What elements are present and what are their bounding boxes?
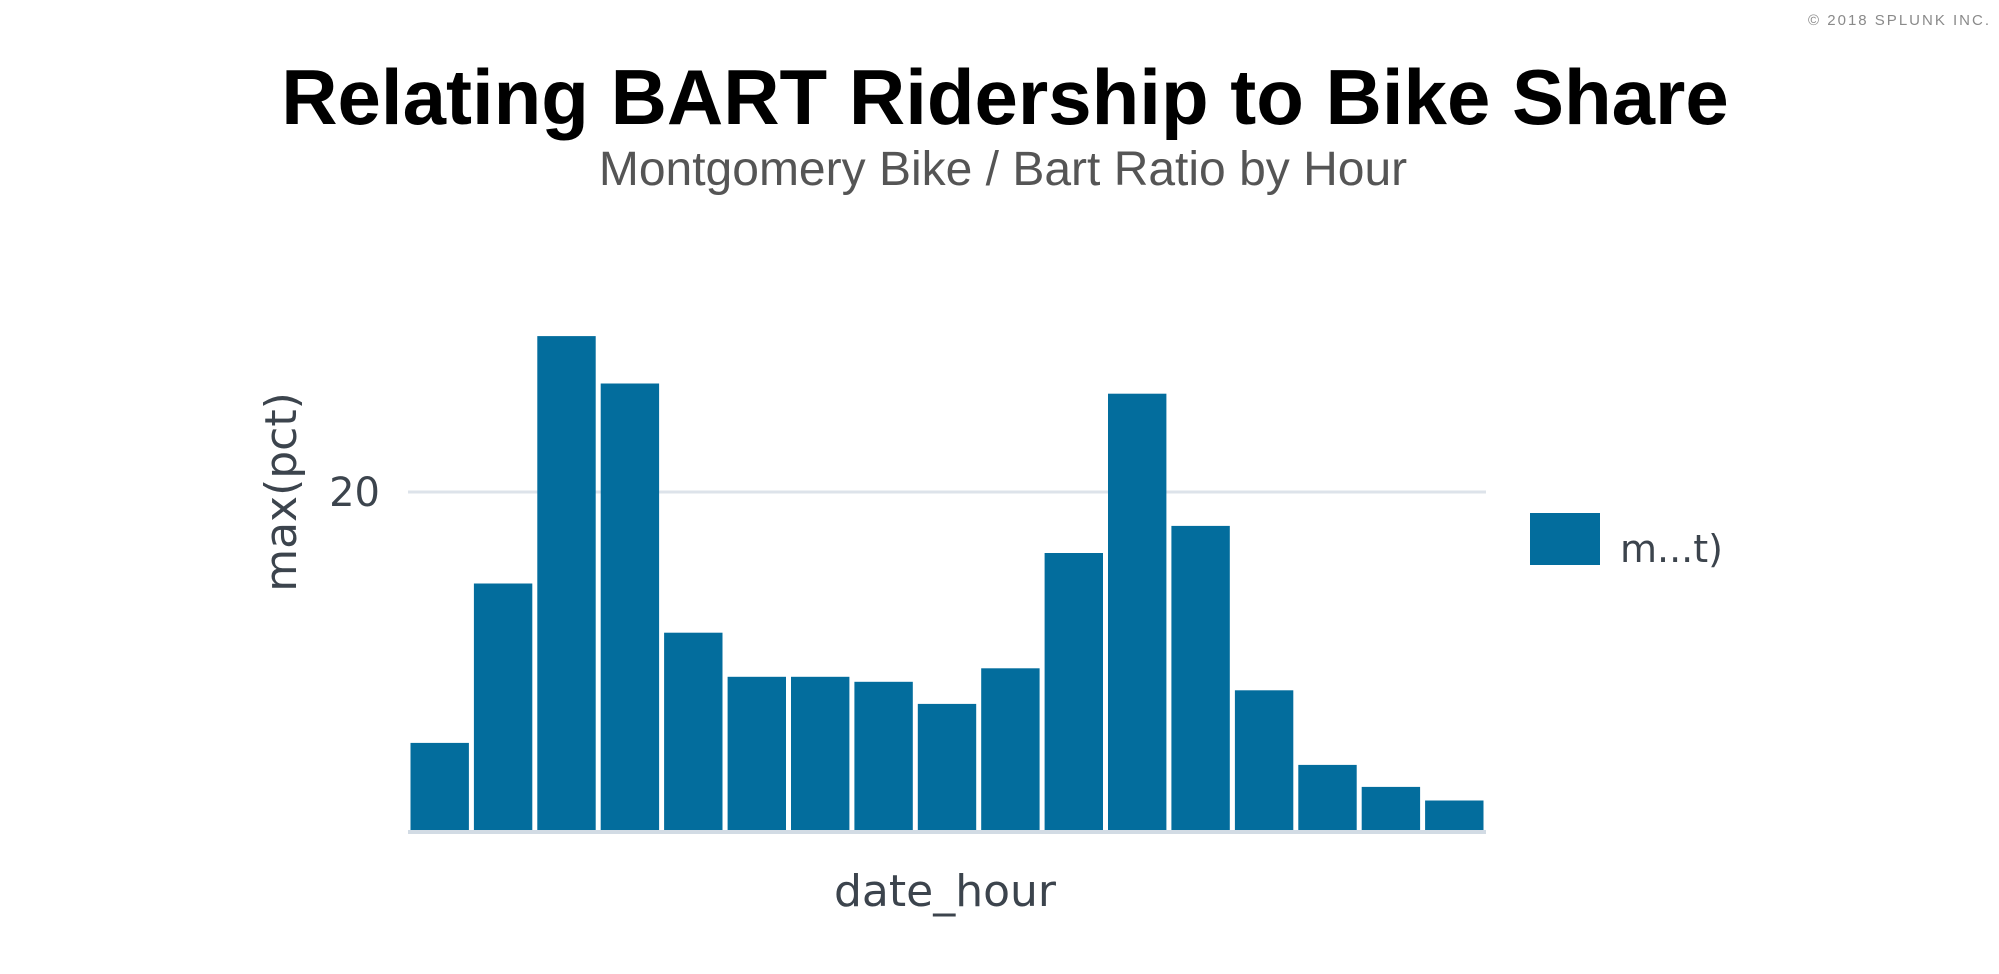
bar[interactable]: [410, 742, 469, 831]
bar[interactable]: [473, 583, 533, 832]
slide-subtitle: Montgomery Bike / Bart Ratio by Hour: [598, 143, 1408, 196]
slide-title: Relating BART Ridership to Bike Share: [281, 53, 1729, 141]
bars-layer: [410, 336, 1484, 832]
bar[interactable]: [981, 668, 1040, 831]
bar[interactable]: [1171, 525, 1230, 831]
copyright-notice: © 2018 SPLUNK INC.: [1808, 12, 1991, 29]
bar[interactable]: [600, 383, 660, 832]
bar[interactable]: [1298, 764, 1357, 831]
y-tick-labels: 20: [329, 470, 380, 516]
legend-label: m...t): [1620, 527, 1723, 571]
legend[interactable]: m...t): [1530, 513, 1723, 571]
bar[interactable]: [791, 676, 850, 831]
y-tick-label: 20: [329, 470, 380, 516]
bar[interactable]: [1361, 786, 1421, 831]
bar[interactable]: [1044, 553, 1103, 831]
bar[interactable]: [917, 703, 977, 831]
bar[interactable]: [537, 336, 596, 831]
bar[interactable]: [727, 676, 786, 831]
bar[interactable]: [1425, 800, 1484, 832]
bar[interactable]: [1108, 393, 1167, 831]
bar[interactable]: [1234, 690, 1294, 831]
bar[interactable]: [664, 632, 723, 831]
y-axis-title: max(pct): [256, 392, 307, 592]
x-axis-title: date_hour: [834, 866, 1057, 917]
legend-swatch: [1530, 513, 1600, 565]
bar[interactable]: [854, 681, 913, 831]
